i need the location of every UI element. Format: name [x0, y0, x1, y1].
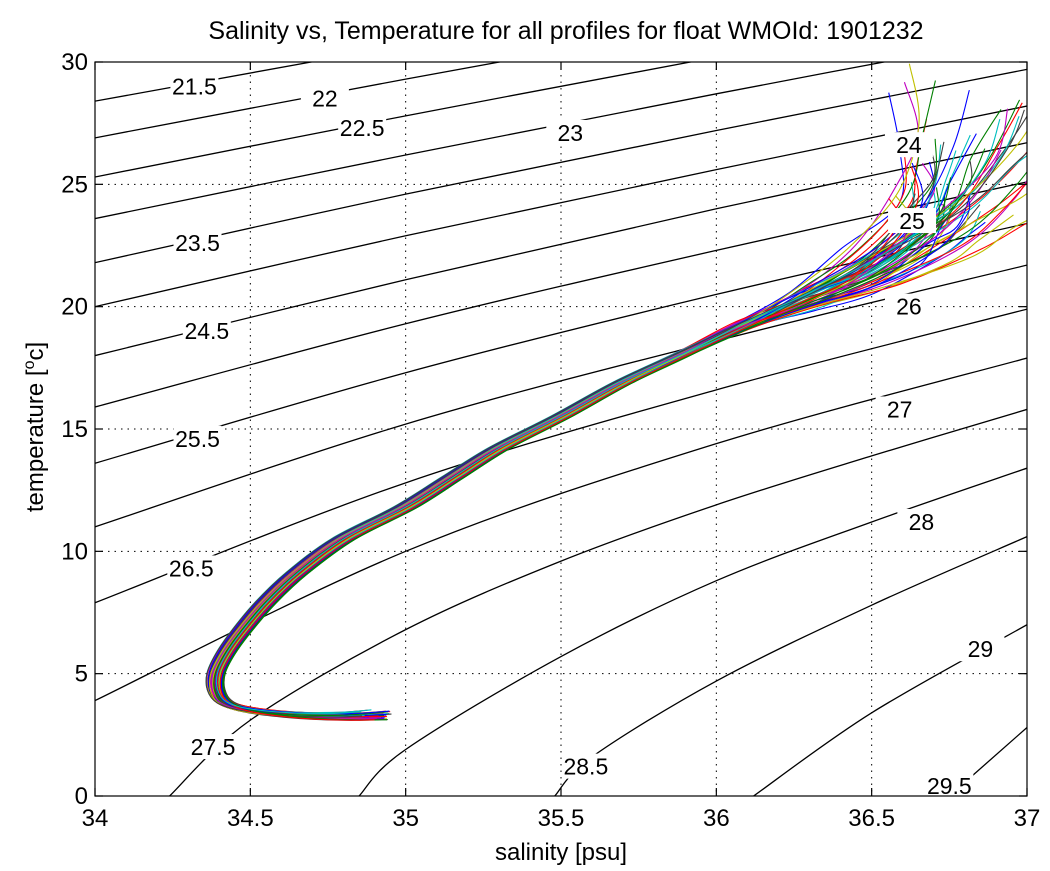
float-profile-line	[205, 151, 1027, 718]
density-contour	[95, 68, 1027, 264]
float-profile-line	[212, 195, 914, 720]
float-profile-line	[213, 187, 940, 716]
density-contour	[358, 467, 1027, 796]
float-profile-line	[220, 204, 981, 717]
float-profile-line	[212, 214, 1014, 718]
x-tick-label: 37	[1014, 805, 1041, 832]
y-tick-label: 0	[75, 783, 88, 810]
contour-label-background	[888, 208, 937, 234]
float-profile-line	[216, 133, 977, 716]
contour-label-background	[546, 119, 595, 145]
density-contour	[95, 62, 694, 178]
y-axis-label-sup: o	[21, 360, 38, 369]
contour-label-background	[189, 734, 238, 760]
y-tick-label: 10	[61, 538, 88, 565]
y-axis-label: temperature [oc]	[21, 342, 49, 512]
contour-label: 22.5	[340, 115, 385, 141]
density-contour	[95, 308, 1027, 604]
contour-label: 23.5	[175, 230, 220, 256]
float-profile-line	[210, 214, 906, 719]
float-profile-line	[218, 182, 915, 716]
contour-label: 27	[887, 396, 913, 422]
y-tick-labels: 0 5 10 15 20 25 30	[61, 49, 88, 810]
contour-label-background	[338, 115, 387, 141]
x-tick-label: 35	[392, 805, 419, 832]
contour-label-background	[182, 318, 231, 344]
density-contour	[95, 142, 1027, 357]
float-profile-line	[218, 150, 957, 714]
contour-label-background	[300, 85, 349, 111]
float-profile-line	[213, 135, 936, 721]
float-profile-line	[215, 118, 1001, 715]
contour-label: 29	[968, 636, 994, 662]
density-contour	[554, 536, 1027, 796]
density-contour	[169, 408, 1027, 796]
contour-label: 26	[896, 294, 922, 320]
contour-label-background	[956, 636, 1005, 662]
contour-label-background	[925, 773, 974, 799]
y-tick-label: 30	[61, 49, 88, 76]
float-profile-line	[210, 92, 905, 717]
x-tick-labels: 34 34.5 35 35.5 36 36.5 37	[82, 805, 1041, 832]
axis-ticks	[94, 61, 1028, 797]
contour-label: 22	[312, 86, 338, 112]
float-profiles	[205, 63, 1027, 721]
y-tick-label: 5	[75, 661, 88, 688]
contour-label: 23	[558, 120, 584, 146]
contour-label-background	[173, 230, 222, 256]
float-profile-line	[222, 177, 952, 721]
contour-label: 29.5	[927, 773, 972, 799]
contour-label-background	[897, 508, 946, 534]
x-tick-label: 36.5	[848, 805, 895, 832]
y-tick-label: 25	[61, 171, 88, 198]
float-profile-line	[219, 166, 920, 721]
contour-label: 25	[899, 208, 925, 234]
contour-label: 24.5	[184, 318, 229, 344]
grid	[95, 62, 1027, 796]
float-profile-line	[206, 162, 936, 720]
contour-label: 27.5	[191, 734, 236, 760]
y-axis-label-end: c]	[22, 342, 49, 361]
float-profile-line	[213, 82, 919, 719]
y-tick-label: 15	[61, 416, 88, 443]
contour-label: 24	[896, 132, 922, 158]
contour-label-background	[561, 753, 610, 779]
contour-label-background	[170, 73, 219, 99]
y-axis-label-main: temperature [	[22, 369, 49, 512]
contour-label-background	[884, 293, 933, 319]
contour-label: 28.5	[563, 754, 608, 780]
contour-label-background	[884, 132, 933, 158]
contour-label-background	[173, 425, 222, 451]
density-contour	[95, 62, 315, 102]
chart-title: Salinity vs, Temperature for all profile…	[208, 17, 923, 45]
float-profile-line	[207, 141, 945, 721]
density-contour	[95, 62, 503, 139]
float-profile-line	[207, 219, 1027, 719]
x-axis-label: salinity [psu]	[495, 839, 627, 866]
contour-label: 21.5	[172, 73, 217, 99]
float-profile-line	[211, 161, 973, 717]
x-tick-label: 34.5	[227, 805, 274, 832]
contour-label: 26.5	[169, 555, 214, 581]
x-tick-label: 35.5	[538, 805, 585, 832]
density-contour	[95, 357, 1027, 702]
contour-label: 25.5	[175, 426, 220, 452]
float-profile-line	[222, 222, 1027, 714]
contour-label-background	[167, 555, 216, 581]
float-profile-line	[217, 134, 971, 717]
float-profile-line	[217, 181, 1027, 714]
float-profile-line	[207, 162, 924, 719]
y-tick-label: 20	[61, 294, 88, 321]
contour-label-background	[875, 396, 924, 422]
float-profile-line	[221, 80, 936, 720]
x-tick-label: 34	[82, 805, 109, 832]
float-profile-line	[210, 161, 935, 718]
contour-label: 28	[909, 509, 935, 535]
x-tick-label: 36	[703, 805, 730, 832]
